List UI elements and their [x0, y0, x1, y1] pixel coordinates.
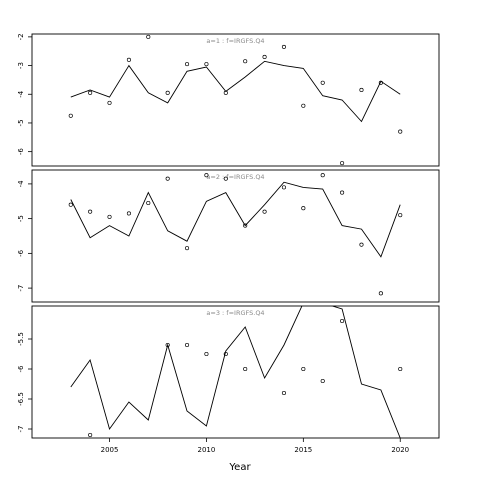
observed-point: [88, 90, 93, 95]
observed-point: [68, 202, 73, 207]
panel-plot-area: [68, 173, 403, 296]
y-tick-label: -5: [17, 119, 25, 126]
observed-point: [184, 342, 190, 348]
y-tick-label: -4: [17, 90, 25, 98]
observed-point: [301, 206, 306, 211]
panel-title: a=2 : f=IRGFS.Q4: [206, 173, 264, 181]
panel-title: a=3 : f=IRGFS.Q4: [206, 309, 264, 317]
x-axis-title: Year: [228, 462, 251, 473]
panel-frame: [31, 169, 440, 303]
x-tick-label: 2005: [101, 446, 119, 454]
y-tick-label: -7: [17, 285, 25, 292]
panel-title: a=1 : f=IRGFS.Q4: [206, 37, 264, 45]
panel-frame: [31, 305, 440, 439]
observed-point: [281, 44, 287, 49]
x-axis: 2005 2010 2015 2020: [101, 438, 409, 454]
observed-point: [398, 129, 403, 134]
observed-point: [262, 209, 267, 214]
observed-point: [378, 80, 383, 85]
observed-point: [204, 351, 209, 357]
panel-plot-area: [70, 298, 403, 438]
observed-point: [88, 432, 93, 438]
observed-point: [147, 298, 150, 301]
panels-layer: a=1 : f=IRGFS.Q4-2-3-4-5-6a=2 : f=IRGFS.…: [17, 33, 440, 439]
observed-point: [301, 366, 306, 372]
fitted-line: [70, 306, 401, 438]
observed-point: [281, 390, 287, 396]
y-tick-label: -6: [17, 249, 25, 257]
fitted-line: [70, 60, 401, 123]
y-tick-label: -2: [17, 33, 25, 40]
panel-1: a=1 : f=IRGFS.Q4 -2 -3 -4 -5 -6: [17, 33, 440, 167]
x-tick-label: 2020: [391, 446, 409, 454]
observed-point: [146, 200, 151, 206]
observed-point: [107, 100, 112, 105]
x-tick-label: 2010: [198, 446, 216, 454]
observed-point: [126, 57, 131, 62]
observed-point: [108, 298, 111, 301]
observed-point: [165, 176, 170, 181]
observed-point: [340, 318, 345, 324]
observed-point: [223, 176, 228, 181]
y-tick-label: -6: [17, 148, 25, 156]
observed-point: [301, 103, 306, 108]
observed-point: [165, 342, 170, 348]
observed-point: [184, 246, 190, 251]
panel-2: a=2 : f=IRGFS.Q4 -4 -5 -6 -7: [17, 169, 440, 303]
observed-point: [340, 161, 345, 166]
y-tick-label: -5: [17, 215, 25, 222]
panel-plot-area: [68, 34, 403, 166]
observed-point: [88, 209, 93, 214]
observed-point: [359, 87, 364, 93]
y-tick-label: -4: [17, 180, 25, 188]
panel-frame: [31, 33, 440, 167]
fitted-line: [70, 181, 401, 258]
observed-point: [146, 34, 151, 39]
observed-point: [68, 113, 73, 118]
observed-point: [281, 185, 287, 190]
observed-point: [107, 214, 112, 219]
observed-point: [378, 291, 383, 296]
observed-point: [320, 378, 325, 384]
y-tick-label: -3: [17, 62, 25, 69]
panel-3: a=3 : f=IRGFS.Q4 -5.5 -6 -6.5 -7: [17, 298, 440, 439]
x-tick-label: 2015: [294, 446, 312, 454]
observed-point: [398, 213, 403, 218]
y-tick-label: -6.5: [17, 392, 25, 406]
y-tick-label: -6: [17, 365, 25, 373]
observed-point: [223, 90, 228, 95]
observed-point: [204, 62, 209, 67]
observed-point: [184, 62, 190, 67]
observed-point: [262, 54, 267, 60]
observed-point: [204, 173, 209, 178]
observed-point: [243, 59, 248, 64]
observed-point: [320, 173, 325, 178]
observed-point: [126, 211, 131, 216]
observed-point: [243, 366, 248, 372]
y-tick-label: -5.5: [17, 332, 25, 346]
observed-point: [320, 80, 325, 85]
observed-point: [359, 242, 364, 247]
observed-point: [165, 90, 170, 95]
observed-point: [223, 351, 228, 357]
observed-point: [340, 190, 345, 195]
y-tick-label: -7: [17, 426, 25, 433]
observed-point: [243, 223, 248, 228]
observed-point: [398, 366, 403, 372]
